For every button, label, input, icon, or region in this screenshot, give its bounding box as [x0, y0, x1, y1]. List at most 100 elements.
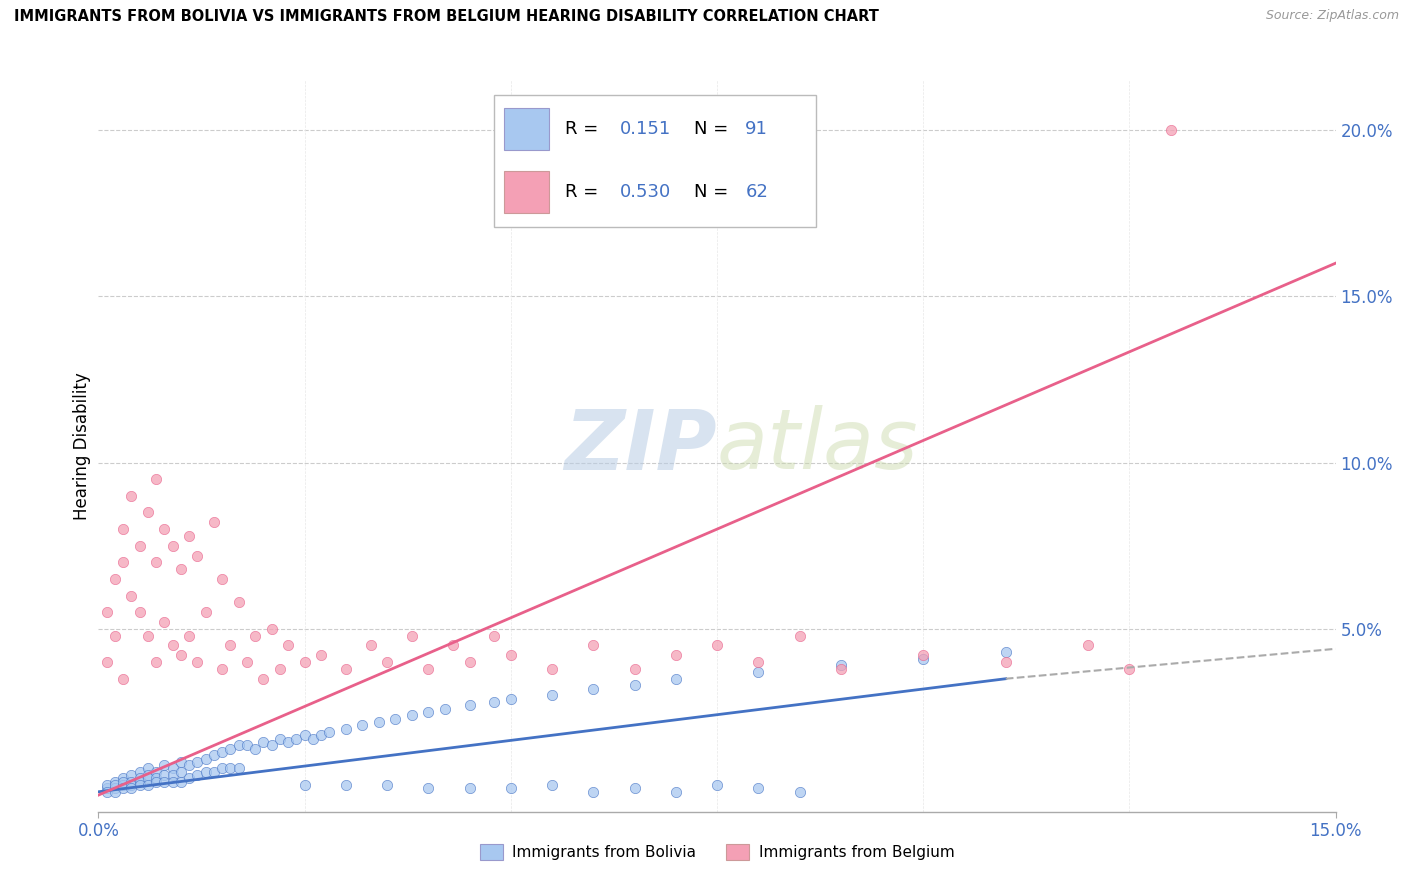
Point: [219, 762, 242, 776]
Point: [360, 639, 382, 653]
Point: [747, 781, 769, 796]
Point: [162, 768, 184, 782]
Point: [104, 774, 127, 789]
Text: IMMIGRANTS FROM BOLIVIA VS IMMIGRANTS FROM BELGIUM HEARING DISABILITY CORRELATIO: IMMIGRANTS FROM BOLIVIA VS IMMIGRANTS FR…: [14, 9, 879, 24]
Point: [747, 655, 769, 669]
Point: [665, 648, 688, 663]
Point: [219, 741, 242, 756]
Point: [128, 605, 150, 619]
Point: [145, 555, 167, 569]
Point: [211, 762, 233, 776]
Point: [789, 628, 811, 642]
Point: [384, 712, 406, 726]
Point: [128, 764, 150, 779]
Point: [112, 772, 135, 786]
Point: [541, 689, 564, 703]
Point: [277, 735, 299, 749]
Point: [335, 662, 357, 676]
Point: [96, 655, 118, 669]
Point: [484, 628, 506, 642]
Point: [162, 774, 184, 789]
Point: [706, 778, 728, 792]
Point: [194, 764, 217, 779]
Point: [269, 662, 291, 676]
Point: [145, 472, 167, 486]
Point: [582, 785, 605, 799]
Point: [499, 691, 522, 706]
Point: [582, 681, 605, 696]
Point: [499, 781, 522, 796]
Point: [269, 731, 291, 746]
Point: [994, 655, 1017, 669]
Point: [318, 725, 340, 739]
Point: [153, 774, 176, 789]
Point: [352, 718, 374, 732]
Point: [252, 672, 274, 686]
Point: [136, 768, 159, 782]
Point: [665, 785, 688, 799]
Point: [186, 549, 208, 563]
Point: [706, 639, 728, 653]
Point: [211, 745, 233, 759]
Point: [260, 738, 283, 752]
Point: [294, 728, 316, 742]
Point: [145, 774, 167, 789]
Point: [830, 662, 852, 676]
Point: [153, 758, 176, 772]
Point: [136, 506, 159, 520]
Point: [458, 781, 481, 796]
Point: [228, 738, 250, 752]
Point: [120, 489, 142, 503]
Point: [623, 678, 645, 692]
Point: [294, 778, 316, 792]
Point: [170, 562, 193, 576]
Point: [162, 762, 184, 776]
Point: [170, 764, 193, 779]
Point: [136, 772, 159, 786]
Point: [401, 628, 423, 642]
Point: [277, 639, 299, 653]
Point: [153, 522, 176, 536]
Point: [243, 628, 266, 642]
Point: [194, 751, 217, 765]
Point: [994, 645, 1017, 659]
Point: [179, 628, 201, 642]
Point: [260, 622, 283, 636]
Point: [179, 772, 201, 786]
Point: [120, 774, 142, 789]
Point: [202, 516, 225, 530]
Point: [484, 695, 506, 709]
Point: [162, 539, 184, 553]
Point: [153, 768, 176, 782]
Point: [128, 539, 150, 553]
Point: [302, 731, 325, 746]
Point: [418, 662, 440, 676]
Point: [309, 728, 332, 742]
Point: [104, 785, 127, 799]
Point: [145, 655, 167, 669]
Point: [441, 639, 464, 653]
Point: [541, 662, 564, 676]
Text: Source: ZipAtlas.com: Source: ZipAtlas.com: [1265, 9, 1399, 22]
Point: [228, 595, 250, 609]
Point: [1160, 123, 1182, 137]
Point: [104, 628, 127, 642]
Point: [375, 778, 398, 792]
Point: [128, 772, 150, 786]
Point: [145, 772, 167, 786]
Text: atlas: atlas: [717, 406, 918, 486]
Point: [211, 572, 233, 586]
Point: [112, 781, 135, 796]
Point: [1118, 662, 1140, 676]
Point: [136, 762, 159, 776]
Point: [202, 748, 225, 763]
Point: [1077, 639, 1099, 653]
Point: [367, 714, 389, 729]
Point: [120, 589, 142, 603]
Point: [145, 764, 167, 779]
Point: [112, 774, 135, 789]
Point: [96, 605, 118, 619]
Point: [375, 655, 398, 669]
Point: [112, 778, 135, 792]
Point: [499, 648, 522, 663]
